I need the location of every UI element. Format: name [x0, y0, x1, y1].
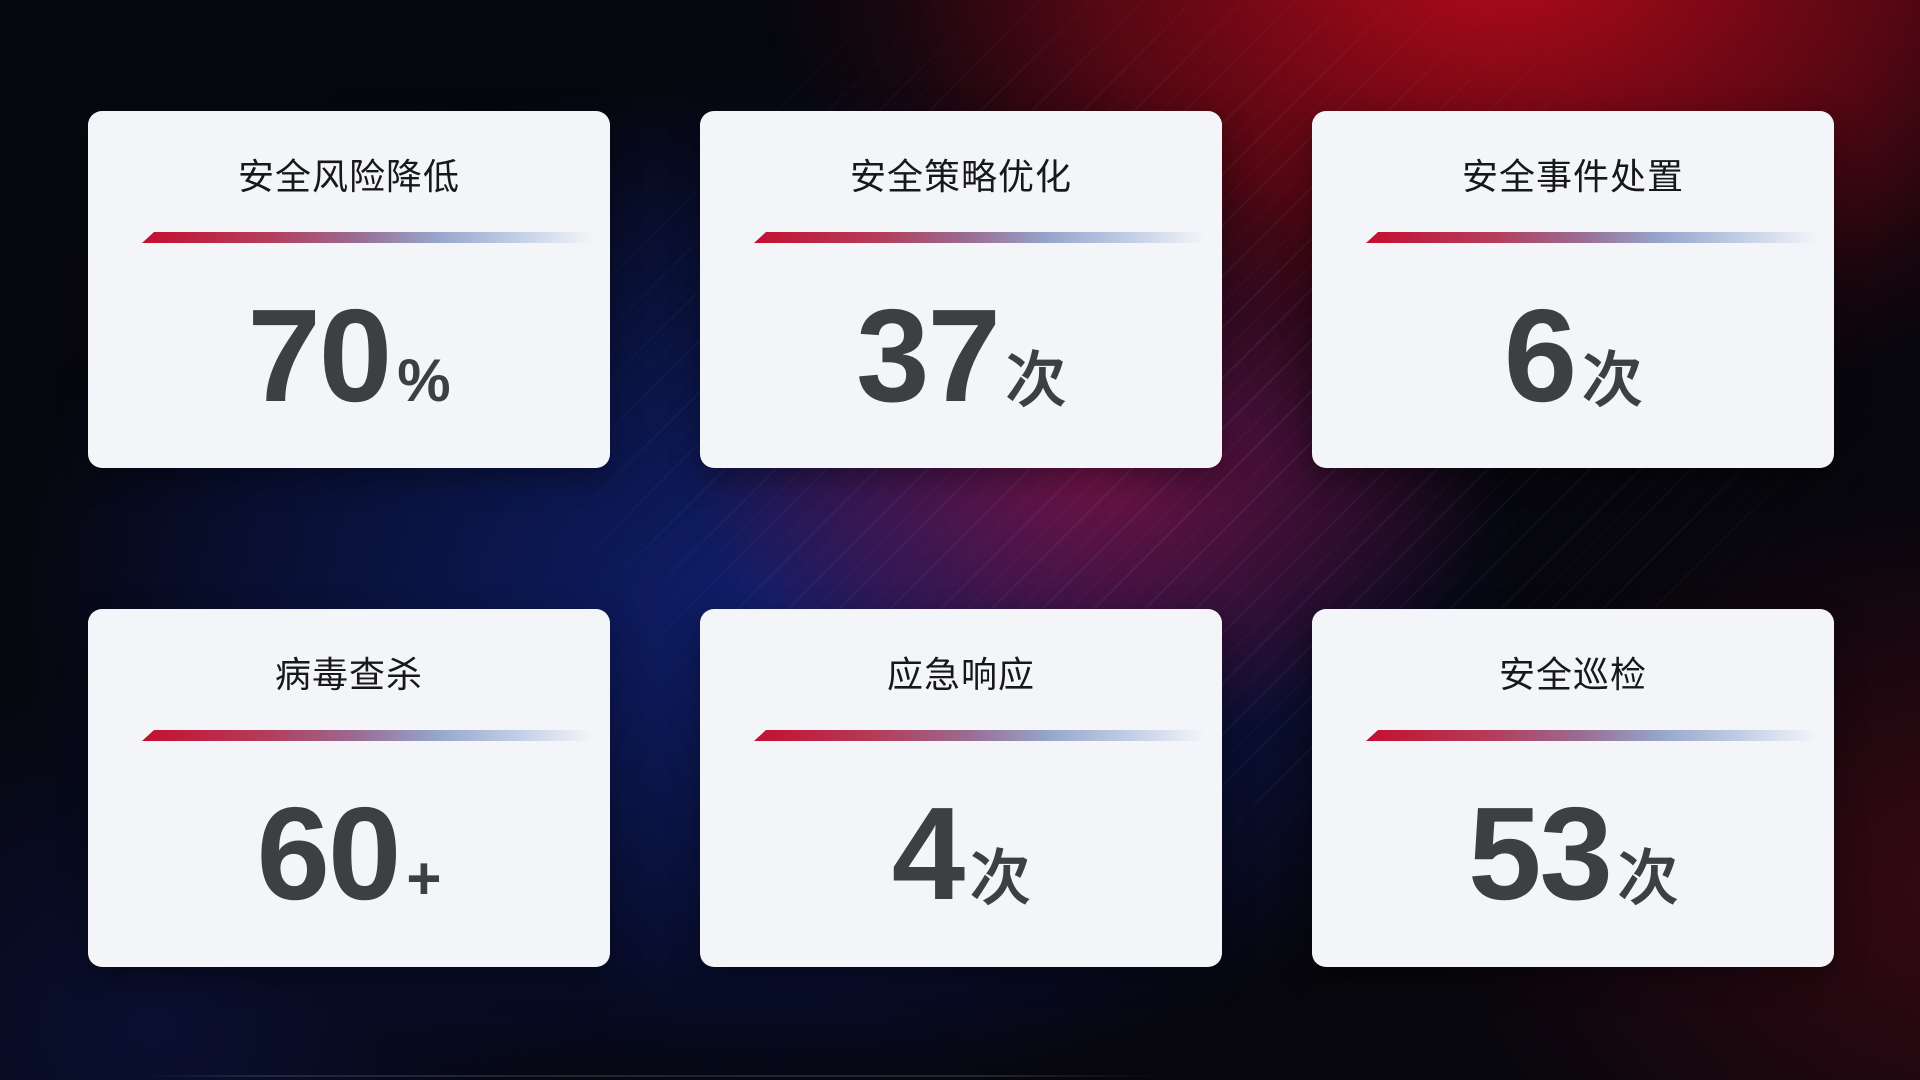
stat-unit: 次 — [1005, 346, 1066, 414]
stat-unit: 次 — [1582, 346, 1643, 414]
stat-value: 60 — [256, 780, 402, 927]
stat-card-title: 病毒查杀 — [274, 654, 423, 695]
stat-card-title: 安全巡检 — [1498, 654, 1647, 695]
stat-value: 53 — [1468, 780, 1613, 927]
stat-card-title: 应急响应 — [886, 654, 1035, 695]
stat-card-emergency-response: 应急响应 4 次 — [700, 609, 1222, 967]
stat-card-security-inspection: 安全巡检 53 次 — [1312, 609, 1834, 967]
stat-value-row: 60 + — [88, 741, 610, 967]
stat-value-row: 6 次 — [1312, 243, 1834, 468]
stat-value: 37 — [856, 281, 1001, 429]
stat-card-title: 安全事件处置 — [1461, 156, 1684, 197]
stat-card-incident-handling: 安全事件处置 6 次 — [1312, 111, 1834, 468]
gradient-divider — [142, 232, 602, 243]
stat-card-policy-optimization: 安全策略优化 37 次 — [700, 111, 1222, 468]
stat-value: 70 — [247, 281, 392, 429]
gradient-divider — [1366, 232, 1826, 243]
stat-unit: + — [406, 845, 442, 912]
stat-unit: 次 — [970, 845, 1031, 912]
stat-unit: 次 — [1617, 845, 1678, 912]
gradient-divider — [754, 730, 1214, 741]
stat-value-row: 4 次 — [700, 741, 1222, 967]
stat-card-grid: 安全风险降低 70 % 安全策略优化 37 次 安全事件处置 6 次 — [88, 111, 1834, 967]
stat-card-title: 安全风险降低 — [237, 156, 460, 197]
gradient-divider — [142, 730, 602, 741]
gradient-divider — [1366, 730, 1826, 741]
stat-value-row: 53 次 — [1312, 741, 1834, 967]
stat-value-row: 70 % — [88, 243, 610, 468]
stat-card-virus-scan: 病毒查杀 60 + — [88, 609, 610, 967]
bottom-edge-glint — [140, 1075, 1160, 1077]
stat-card-title: 安全策略优化 — [849, 156, 1072, 197]
gradient-divider — [754, 232, 1214, 243]
stat-unit: % — [397, 346, 451, 414]
stat-card-risk-reduction: 安全风险降低 70 % — [88, 111, 610, 468]
stat-value: 6 — [1503, 281, 1577, 429]
stat-value: 4 — [891, 780, 965, 927]
stat-value-row: 37 次 — [700, 243, 1222, 468]
